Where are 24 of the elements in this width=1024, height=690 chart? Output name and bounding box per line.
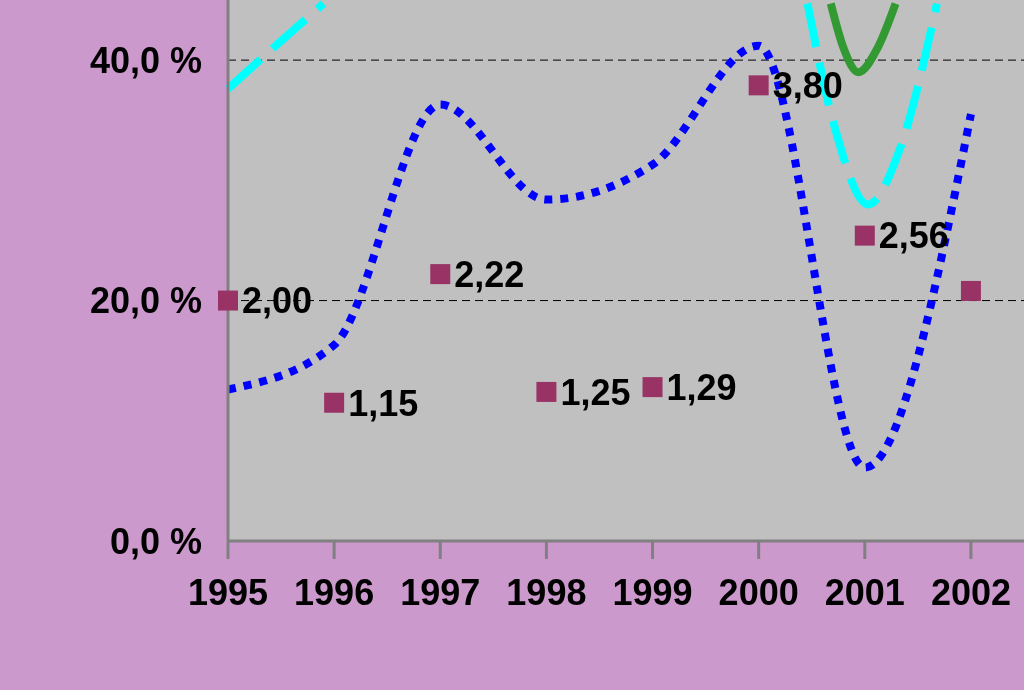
x-tick-label: 1995 bbox=[187, 571, 269, 613]
x-tick-label: 1998 bbox=[506, 571, 587, 613]
y-tick-label: 40,0 % bbox=[89, 39, 202, 81]
x-tick-label: 1999 bbox=[612, 571, 693, 613]
x-tick-label: 1996 bbox=[294, 571, 375, 613]
y-tick-label: 0,0 % bbox=[109, 520, 202, 562]
point bbox=[960, 280, 981, 301]
x-tick-label: 2000 bbox=[718, 571, 799, 613]
annotation: 1,29 bbox=[666, 366, 737, 408]
point bbox=[430, 264, 451, 285]
point bbox=[324, 392, 345, 413]
point bbox=[748, 75, 769, 96]
point bbox=[642, 377, 663, 398]
annotation: 1,25 bbox=[560, 371, 631, 413]
x-tick-label: 1997 bbox=[400, 571, 481, 613]
annotation: 2,56 bbox=[878, 215, 949, 257]
point bbox=[218, 290, 238, 311]
x-tick-label: 2001 bbox=[824, 571, 905, 613]
annotation: 1,15 bbox=[348, 382, 419, 424]
x-tick-label: 2002 bbox=[930, 571, 1011, 613]
annotation: 2,22 bbox=[454, 253, 525, 295]
point bbox=[536, 381, 557, 402]
y-tick-label: 20,0 % bbox=[89, 280, 202, 322]
point bbox=[854, 225, 875, 246]
